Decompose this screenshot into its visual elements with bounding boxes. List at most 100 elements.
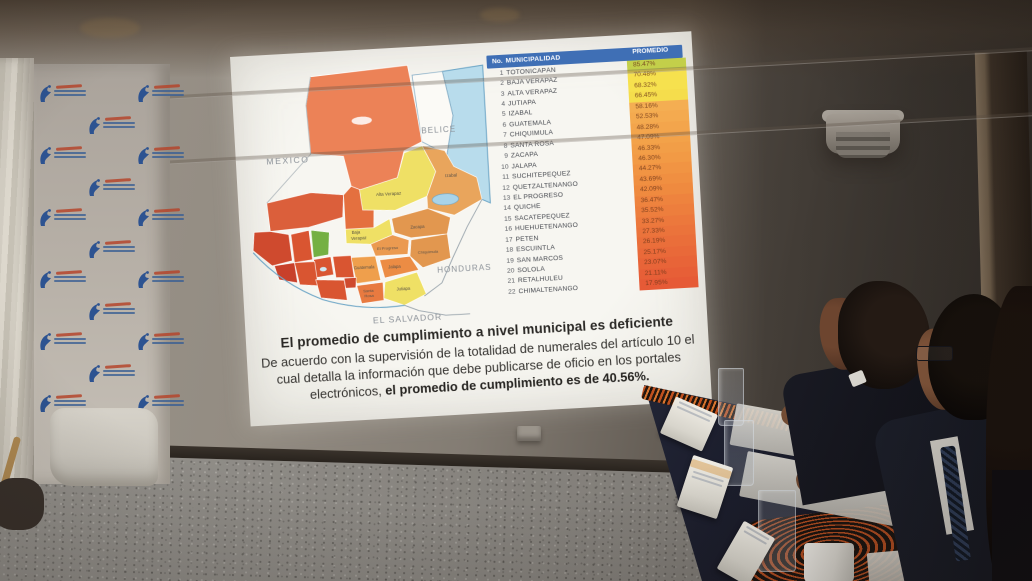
dove-glyph (40, 271, 51, 288)
logo-red-swoosh (153, 394, 181, 399)
pdh-dove-logo-icon (134, 206, 186, 230)
dept-chiquimula (409, 233, 452, 269)
slide-compliance-table: No. MUNICIPALIDAD PROMEDIO 1 TOTONICAPÁN 8… (486, 44, 699, 298)
water-glass (758, 490, 796, 572)
logo-text-lines (152, 400, 184, 410)
logo-red-swoosh (153, 208, 181, 213)
dove-glyph (138, 85, 149, 102)
dept-el-progreso (370, 234, 410, 257)
dove-glyph (40, 209, 51, 226)
pdh-dove-logo-icon (85, 362, 137, 386)
dove-glyph (138, 209, 149, 226)
logo-red-swoosh (104, 116, 132, 121)
dept-suchitepequez (294, 261, 319, 287)
label-guatemala: Guatemala (354, 264, 376, 270)
logo-red-swoosh (104, 364, 132, 369)
dove-glyph (40, 395, 51, 412)
label-santa-rosa-2: Rosa (364, 293, 374, 299)
label-jalapa: Jalapa (388, 264, 401, 270)
dove-glyph (89, 365, 100, 382)
wall-outlet (517, 426, 541, 441)
logo-text-lines (54, 400, 86, 410)
pdh-dove-logo-icon (134, 330, 186, 354)
dept-san-marcos (252, 231, 293, 267)
logo-red-swoosh (55, 270, 83, 275)
logo-red-swoosh (55, 208, 83, 213)
white-curtain (0, 58, 34, 510)
cell-rank: 5 (501, 111, 506, 119)
pacific-coastline (252, 252, 405, 309)
logo-red-swoosh (55, 332, 83, 337)
lake-atitlan (319, 266, 327, 272)
label-santa-rosa-1: Santa (363, 288, 375, 294)
logo-text-lines (54, 338, 86, 348)
el-salvador-border (404, 304, 471, 316)
guatemala-compliance-map: MEXICO BELICE HONDURAS EL SALVADOR Alta … (252, 64, 492, 325)
logo-text-lines (103, 370, 135, 380)
mexico-border (266, 76, 312, 204)
dove-glyph (138, 333, 149, 350)
dept-escuintla (315, 279, 348, 301)
logo-text-lines (103, 246, 135, 256)
cell-rank: 14 (503, 204, 512, 213)
honduras-border (424, 199, 483, 297)
dove-glyph (40, 147, 51, 164)
logo-red-swoosh (153, 332, 181, 337)
dept-guatemala (350, 255, 382, 284)
logo-text-lines (103, 122, 135, 132)
logo-text-lines (54, 214, 86, 224)
dove-glyph (89, 179, 100, 196)
label-honduras: HONDURAS (437, 263, 492, 275)
water-glass (718, 368, 744, 426)
logo-text-lines (103, 308, 135, 318)
header-no: No. (491, 57, 503, 66)
cell-average: 17.95% (639, 276, 699, 291)
cell-rank: 17 (505, 236, 513, 244)
pdh-dove-logo-icon (85, 176, 137, 200)
pdh-dove-logo-icon (85, 238, 137, 262)
label-el-progreso: El Progreso (377, 245, 399, 251)
dept-chimaltenango (332, 255, 355, 278)
lake-izabal (431, 193, 459, 206)
dove-glyph (138, 271, 149, 288)
speaker-hair (838, 281, 930, 389)
logo-text-lines (152, 152, 184, 162)
dove-glyph (89, 303, 100, 320)
cell-rank: 12 (502, 184, 510, 192)
logo-text-lines (103, 184, 135, 194)
cell-rank: 22 (508, 288, 516, 296)
wall-stain (480, 8, 520, 22)
label-alta-verapaz: Alta Verapaz (376, 191, 402, 197)
projector-glare (351, 116, 372, 125)
logo-text-lines (152, 90, 184, 100)
attendee-body (992, 470, 1032, 581)
logo-text-lines (152, 214, 184, 224)
dept-totonicapan (310, 229, 330, 258)
label-el-salvador: EL SALVADOR (373, 311, 443, 325)
cell-rank: 18 (505, 246, 514, 255)
dept-quetzaltenango (290, 229, 313, 264)
cell-rank: 4 (501, 100, 506, 108)
logo-red-swoosh (104, 302, 132, 307)
logo-text-lines (54, 276, 86, 286)
cell-rank: 11 (502, 173, 510, 182)
pdh-dove-logo-icon (36, 330, 88, 354)
logo-red-swoosh (55, 394, 83, 399)
logo-text-lines (152, 276, 184, 286)
cell-rank: 7 (502, 132, 508, 140)
logo-text-lines (54, 152, 86, 162)
banner-bottom-fold (50, 408, 158, 486)
logo-red-swoosh (55, 84, 83, 89)
logo-red-swoosh (153, 146, 181, 151)
dept-santa-rosa (356, 281, 385, 304)
dept-huehuetenango (266, 192, 344, 232)
pdh-dove-logo-icon (36, 268, 88, 292)
cell-rank: 9 (504, 152, 509, 161)
label-chiquimula: Chiquimula (418, 249, 439, 255)
cell-rank: 16 (504, 225, 513, 234)
pdh-dove-logo-icon (36, 392, 88, 416)
cell-rank: 15 (503, 215, 512, 223)
cell-rank: 3 (500, 90, 505, 98)
logo-red-swoosh (55, 146, 83, 151)
